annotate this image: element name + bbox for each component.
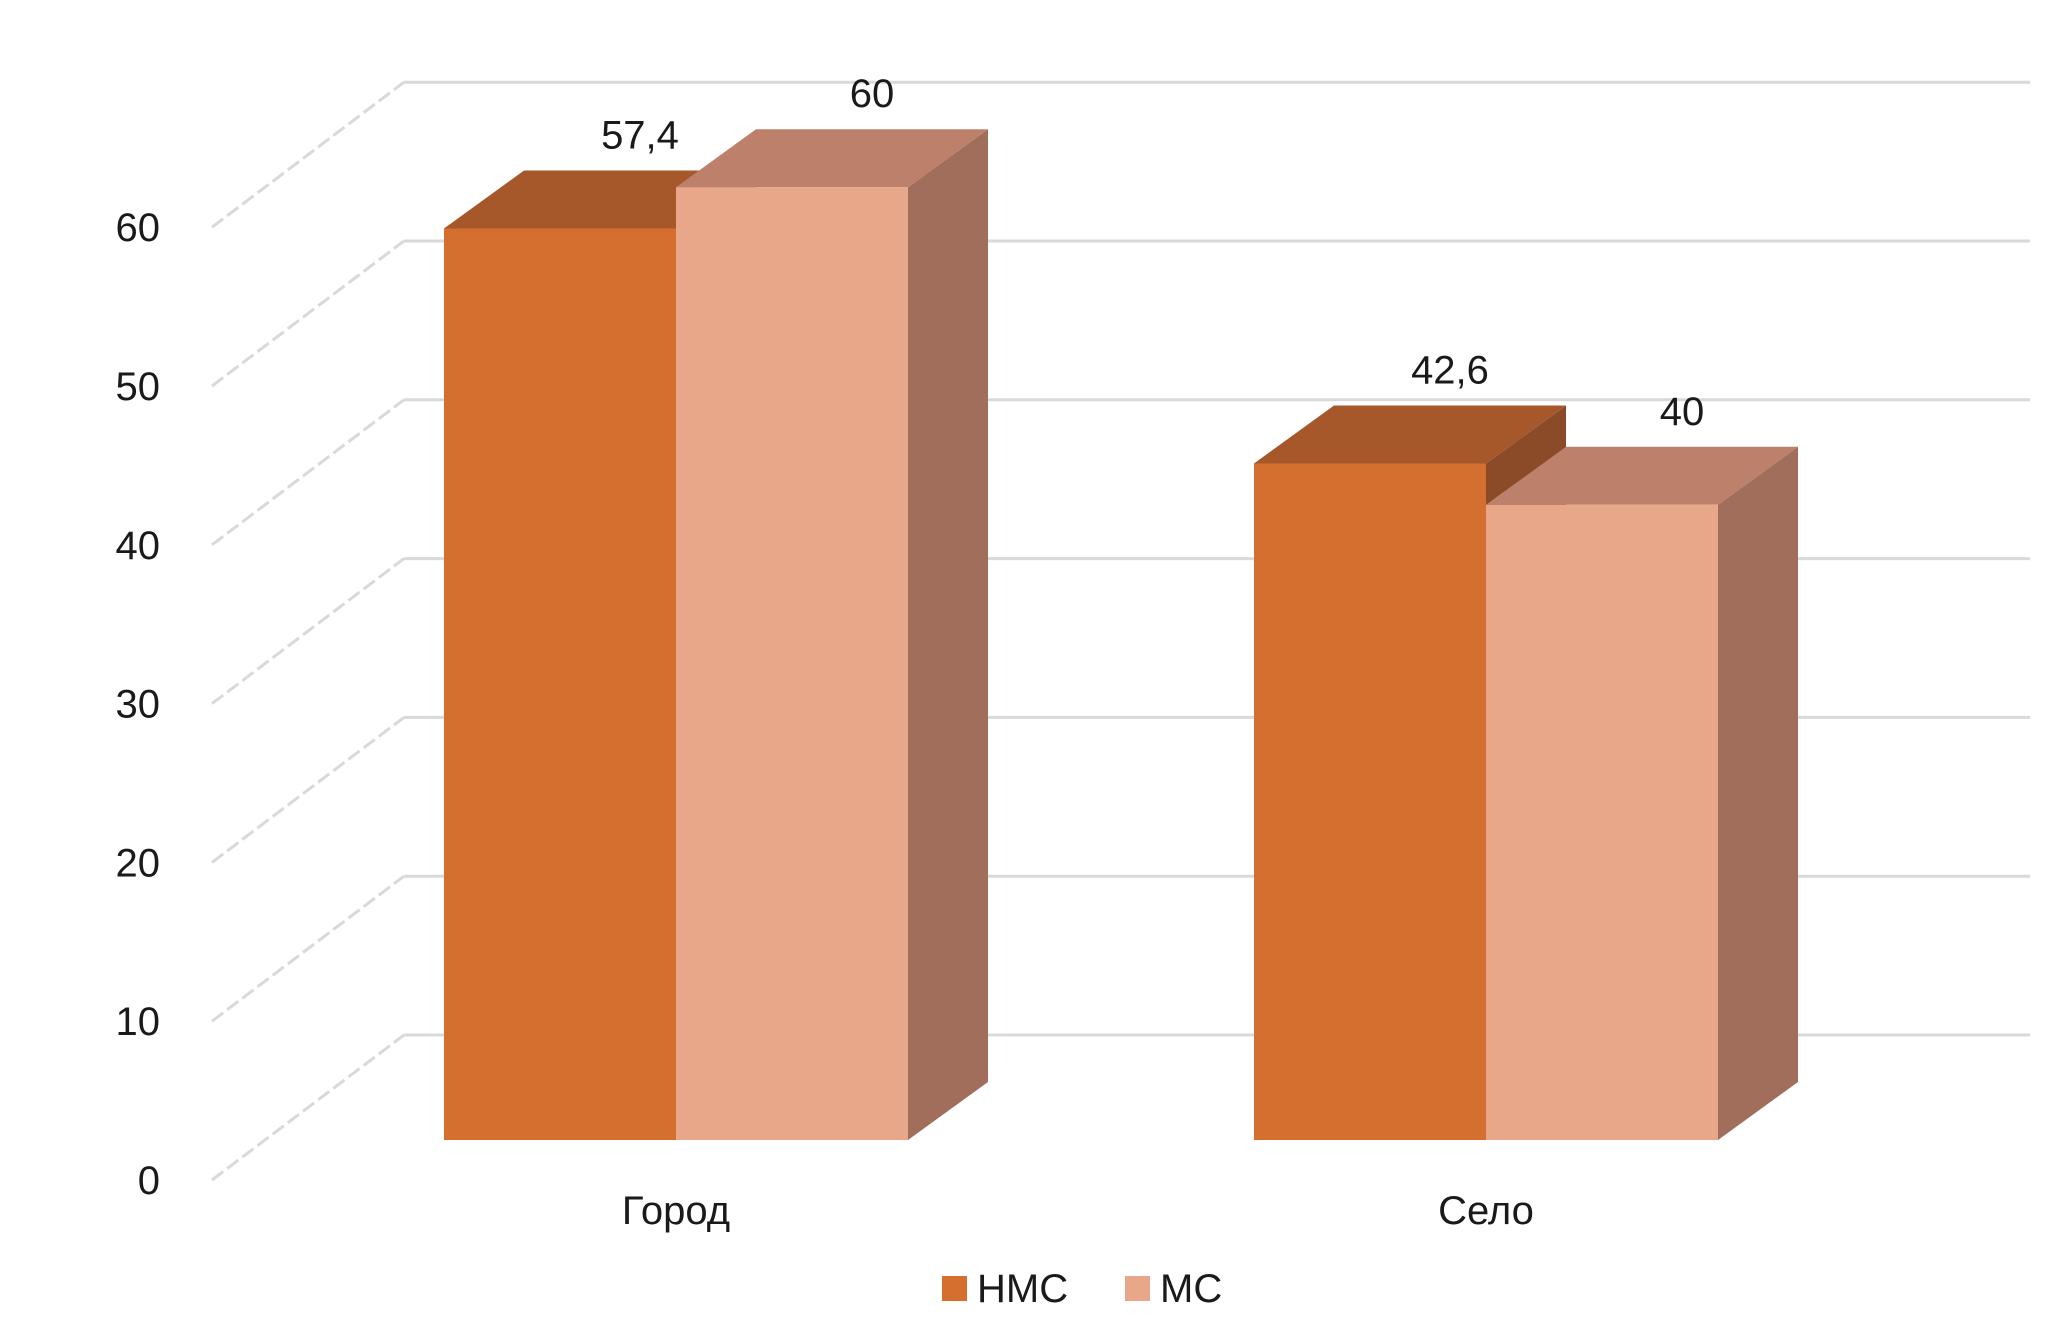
bar-side [1718,446,1798,1140]
bar-top [676,129,988,188]
y-tick-label: 60 [116,206,161,250]
y-axis: 0 10 20 30 40 50 60 [116,206,161,1203]
bar-front [1254,463,1486,1141]
legend: НМС МС [942,1267,1222,1311]
data-label: 42,6 [1411,349,1489,393]
y-tick-label: 30 [116,683,161,727]
bar-МС-Село: 40 [1486,390,1798,1140]
bar-top [1254,405,1566,464]
legend-label: НМС [977,1267,1068,1311]
y-tick-label: 0 [138,1159,160,1203]
data-label: 40 [1660,390,1705,434]
x-axis: Город Село [622,1189,1534,1233]
bar-side [908,129,988,1140]
side-gridline [211,1033,405,1182]
side-gridline [211,81,405,229]
side-gridline [211,398,405,546]
bar-front [1486,504,1718,1140]
side-gridline [211,239,405,388]
bar-top [1486,446,1798,505]
y-tick-label: 10 [116,1000,161,1044]
bars: 57,4 60 42,6 40 [444,72,1798,1141]
y-tick-label: 20 [116,841,161,885]
legend-swatch [1125,1276,1150,1301]
side-gridline [211,716,405,864]
y-tick-label: 40 [116,524,161,568]
bar-front [676,187,908,1140]
data-label: 60 [850,72,895,116]
side-gridline [211,557,405,705]
data-label: 57,4 [601,113,679,157]
x-tick-label: Город [622,1189,730,1233]
bar-МС-Город: 60 [676,72,988,1140]
legend-label: МС [1160,1267,1222,1311]
side-gridline [211,875,405,1023]
x-tick-label: Село [1438,1189,1534,1233]
legend-item-МС: МС [1125,1267,1222,1311]
bar-front [444,228,676,1140]
legend-item-НМС: НМС [942,1267,1068,1311]
y-tick-label: 50 [116,365,161,409]
legend-swatch [942,1276,967,1301]
